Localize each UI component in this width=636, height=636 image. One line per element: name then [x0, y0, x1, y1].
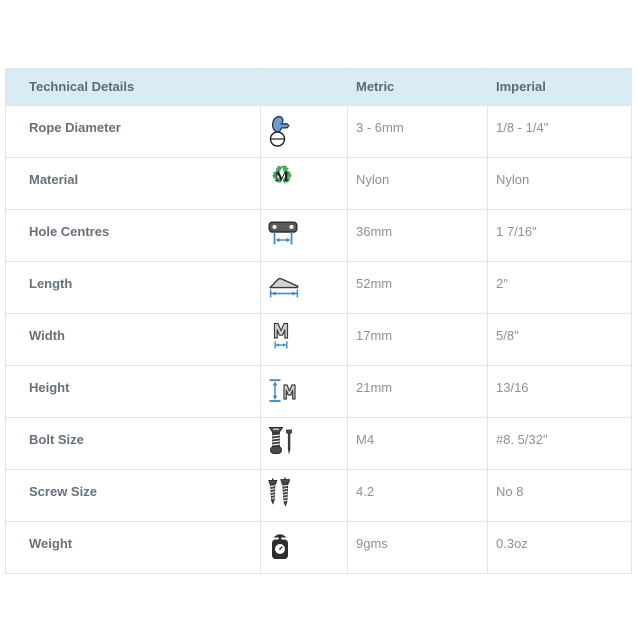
spec-label: Length [5, 261, 261, 314]
width-icon [273, 322, 289, 349]
spec-label: Weight [5, 521, 261, 574]
header-imperial: Imperial [487, 68, 632, 106]
imperial-value: #8. 5/32" [487, 417, 632, 470]
screw-size-icon [268, 477, 291, 507]
imperial-value: Nylon [487, 157, 632, 210]
imperial-value: 13/16 [487, 365, 632, 418]
table-row: Material ♻ M Nylon Nylon [5, 157, 632, 210]
recycle-symbol-icon: ♻ [270, 161, 294, 191]
header-metric: Metric [347, 68, 488, 106]
metric-value: 17mm [347, 313, 488, 366]
metric-value: 3 - 6mm [347, 105, 488, 158]
spec-label: Height [5, 365, 261, 418]
hole-centres-icon [268, 221, 298, 245]
table-row: Bolt Size [5, 417, 632, 470]
metric-value: 36mm [347, 209, 488, 262]
metric-value: 52mm [347, 261, 488, 314]
table-row: Weight 9gms 0.3oz [5, 521, 632, 574]
length-icon [269, 277, 299, 298]
metric-value: 9gms [347, 521, 488, 574]
imperial-value: 0.3oz [487, 521, 632, 574]
imperial-value: 1/8 - 1/4" [487, 105, 632, 158]
technical-details-table: Technical Details Metric Imperial Rope D… [5, 68, 632, 574]
spec-label: Material [5, 157, 261, 210]
header-row: Technical Details Metric Imperial [5, 68, 632, 106]
material-recycle-icon: ♻ M [268, 163, 296, 190]
spec-label: Bolt Size [5, 417, 261, 470]
spec-label: Hole Centres [5, 209, 261, 262]
spec-label: Width [5, 313, 261, 366]
metric-value: 21mm [347, 365, 488, 418]
imperial-value: No 8 [487, 469, 632, 522]
material-letter: M [274, 169, 290, 185]
spec-label: Screw Size [5, 469, 261, 522]
imperial-value: 2" [487, 261, 632, 314]
table-row: Width 17mm 5/8" [5, 313, 632, 366]
table-row: Rope Diameter 3 - 6mm 1/8 - 1/4" [5, 105, 632, 158]
spec-label: Rope Diameter [5, 105, 261, 158]
imperial-value: 1 7/16" [487, 209, 632, 262]
metric-value: M4 [347, 417, 488, 470]
table-row: Hole Centres 36mm 1 7/16" [5, 209, 632, 262]
metric-value: Nylon [347, 157, 488, 210]
height-icon [269, 379, 296, 402]
table-row: Height 21mm 13/16 [5, 365, 632, 418]
header-technical-details: Technical Details [5, 68, 261, 106]
table-row: Screw Size [5, 469, 632, 522]
metric-value: 4.2 [347, 469, 488, 522]
imperial-value: 5/8" [487, 313, 632, 366]
weight-icon [272, 534, 288, 559]
rope-diameter-icon [269, 115, 290, 147]
bolt-size-icon [268, 427, 292, 454]
table-row: Length 52mm 2" [5, 261, 632, 314]
header-icon-column [260, 68, 348, 106]
